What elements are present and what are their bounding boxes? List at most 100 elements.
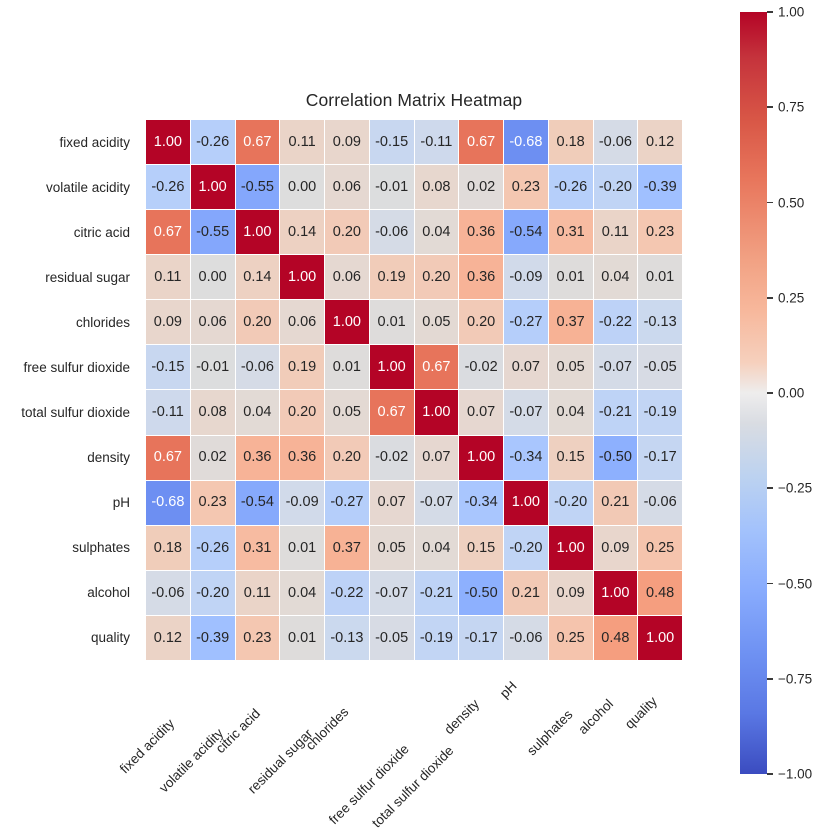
heatmap-cell: -0.06 [235, 345, 280, 390]
heatmap-cell: 0.15 [548, 435, 593, 480]
heatmap-cell: 0.04 [593, 255, 638, 300]
heatmap-cell: 0.01 [325, 345, 369, 390]
heatmap-cell: -0.07 [593, 345, 638, 390]
heatmap-cell: 0.20 [280, 390, 324, 435]
heatmap-cell: -0.07 [414, 480, 459, 525]
heatmap-cell: 0.20 [235, 300, 280, 345]
x-tick-label-slot: density [441, 660, 504, 780]
heatmap-cell: -0.22 [325, 570, 369, 615]
heatmap-cell: 0.37 [325, 525, 369, 570]
y-tick-label: alcohol [87, 585, 130, 600]
x-tick-label-slot: quality [621, 660, 682, 780]
x-tick-label-slot: volatile acidity [156, 660, 236, 795]
colorbar-tick-label: 0.00 [778, 385, 805, 401]
heatmap-cell: -0.34 [504, 435, 548, 480]
x-tick-label-slot: free sulfur dioxide [326, 660, 414, 827]
heatmap-cell: -0.39 [190, 615, 235, 660]
y-tick-label: pH [112, 495, 130, 510]
heatmap-cell: -0.26 [190, 525, 235, 570]
heatmap-cell: 0.48 [638, 570, 682, 615]
colorbar-tick [767, 582, 773, 585]
heatmap-cell: -0.54 [504, 210, 548, 255]
heatmap-cell: -0.15 [146, 345, 190, 390]
heatmap-cell: 0.23 [235, 615, 280, 660]
y-tick-label: quality [90, 630, 130, 645]
heatmap-cell: -0.09 [504, 255, 548, 300]
y-tick-label: density [87, 450, 130, 465]
heatmap-cell: 0.19 [369, 255, 414, 300]
heatmap-cell: 0.07 [414, 435, 459, 480]
heatmap-cell: -0.05 [638, 345, 682, 390]
heatmap-cell: 0.23 [190, 480, 235, 525]
colorbar-tick-label: 0.75 [778, 99, 805, 115]
heatmap-cell: 0.01 [280, 615, 324, 660]
heatmap-cell: 0.05 [414, 300, 459, 345]
y-tick-label: total sulfur dioxide [21, 405, 130, 420]
heatmap-cell: 1.00 [638, 615, 682, 660]
heatmap-cell: 0.67 [146, 210, 190, 255]
heatmap-cell: 0.31 [548, 210, 593, 255]
x-tick-label-slot: residual sugar [245, 660, 325, 797]
colorbar-tick [767, 677, 773, 680]
heatmap-cell: 0.06 [190, 300, 235, 345]
heatmap-cell: 0.36 [280, 435, 324, 480]
heatmap-cell: 0.18 [146, 525, 190, 570]
heatmap-cell: 0.12 [638, 120, 682, 165]
heatmap-cell: 0.36 [459, 255, 503, 300]
heatmap-cell: 0.08 [190, 390, 235, 435]
heatmap-cell: -0.05 [369, 615, 414, 660]
heatmap-cell: 1.00 [548, 525, 593, 570]
heatmap-cell: -0.26 [190, 120, 235, 165]
heatmap-cell: 0.67 [146, 435, 190, 480]
heatmap-cell: 0.07 [369, 480, 414, 525]
heatmap-cell: -0.06 [504, 615, 548, 660]
heatmap-cell: 0.36 [235, 435, 280, 480]
heatmap-cell: 0.09 [593, 525, 638, 570]
colorbar: 1.00 0.75 0.50 0.25 0.00 −0.25 −0.50 −0.75 −1.00 [740, 5, 813, 782]
heatmap-cell: -0.20 [593, 165, 638, 210]
heatmap-cell: 0.00 [280, 165, 324, 210]
heatmap-cell: 0.20 [414, 255, 459, 300]
heatmap-cell: -0.11 [146, 390, 190, 435]
heatmap-cell: 0.06 [280, 300, 324, 345]
heatmap-cell: -0.26 [548, 165, 593, 210]
heatmap-cell: 0.12 [146, 615, 190, 660]
heatmap-cell: -0.17 [459, 615, 503, 660]
x-axis-tick-labels: fixed acidity volatile acidity citric acid… [117, 660, 682, 830]
heatmap-cell: 0.01 [548, 255, 593, 300]
heatmap-cell: -0.13 [325, 615, 369, 660]
heatmap-cell: 0.09 [548, 570, 593, 615]
heatmap-cell: 0.36 [459, 210, 503, 255]
heatmap-cell: 0.07 [504, 345, 548, 390]
y-tick-label: volatile acidity [45, 180, 130, 195]
heatmap-cell: -0.11 [414, 120, 459, 165]
heatmap-cell: 0.25 [548, 615, 593, 660]
heatmap-cell: 1.00 [146, 120, 190, 165]
heatmap-cell: 0.06 [325, 255, 369, 300]
colorbar-tick-label: −1.00 [778, 766, 813, 782]
heatmap-cell: 0.67 [414, 345, 459, 390]
colorbar-tick-label: 0.50 [778, 195, 805, 210]
heatmap-cell: 0.05 [548, 345, 593, 390]
x-tick-label-slot: pH [497, 660, 548, 780]
heatmap-cell: -0.01 [369, 165, 414, 210]
heatmap-cell: 0.05 [369, 525, 414, 570]
heatmap-cell: 0.20 [325, 210, 369, 255]
heatmap-cell: 0.23 [638, 210, 682, 255]
heatmap-cell: 0.14 [235, 255, 280, 300]
heatmap-cell: 1.00 [414, 390, 459, 435]
heatmap-cell: -0.06 [146, 570, 190, 615]
heatmap-cell: 0.00 [190, 255, 235, 300]
heatmap-grid: 1.00 -0.26 0.67 0.11 0.09 -0.15 -0.11 0.67 -0.68… [146, 120, 682, 660]
colorbar-tick [767, 11, 773, 13]
heatmap-cell: -0.27 [504, 300, 548, 345]
colorbar-tick [767, 106, 773, 109]
colorbar-tick [767, 487, 773, 490]
heatmap-cell: -0.06 [593, 120, 638, 165]
heatmap-cell: 0.08 [414, 165, 459, 210]
heatmap-cell: 0.21 [593, 480, 638, 525]
heatmap-cell: 0.01 [369, 300, 414, 345]
heatmap-cell: 0.02 [459, 165, 503, 210]
heatmap-cell: -0.02 [459, 345, 503, 390]
heatmap-cell: 0.04 [235, 390, 280, 435]
